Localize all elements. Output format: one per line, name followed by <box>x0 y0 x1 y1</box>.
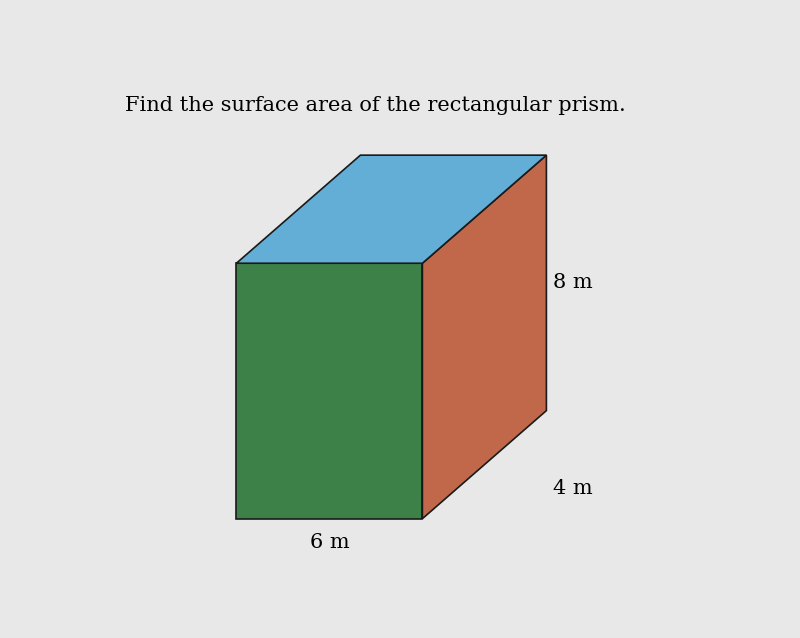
Polygon shape <box>237 263 422 519</box>
Text: 6 m: 6 m <box>310 533 350 553</box>
Polygon shape <box>422 155 546 519</box>
Text: Find the surface area of the rectangular prism.: Find the surface area of the rectangular… <box>125 96 626 115</box>
Text: 8 m: 8 m <box>553 274 592 292</box>
Text: 4 m: 4 m <box>553 479 592 498</box>
Polygon shape <box>237 155 546 263</box>
